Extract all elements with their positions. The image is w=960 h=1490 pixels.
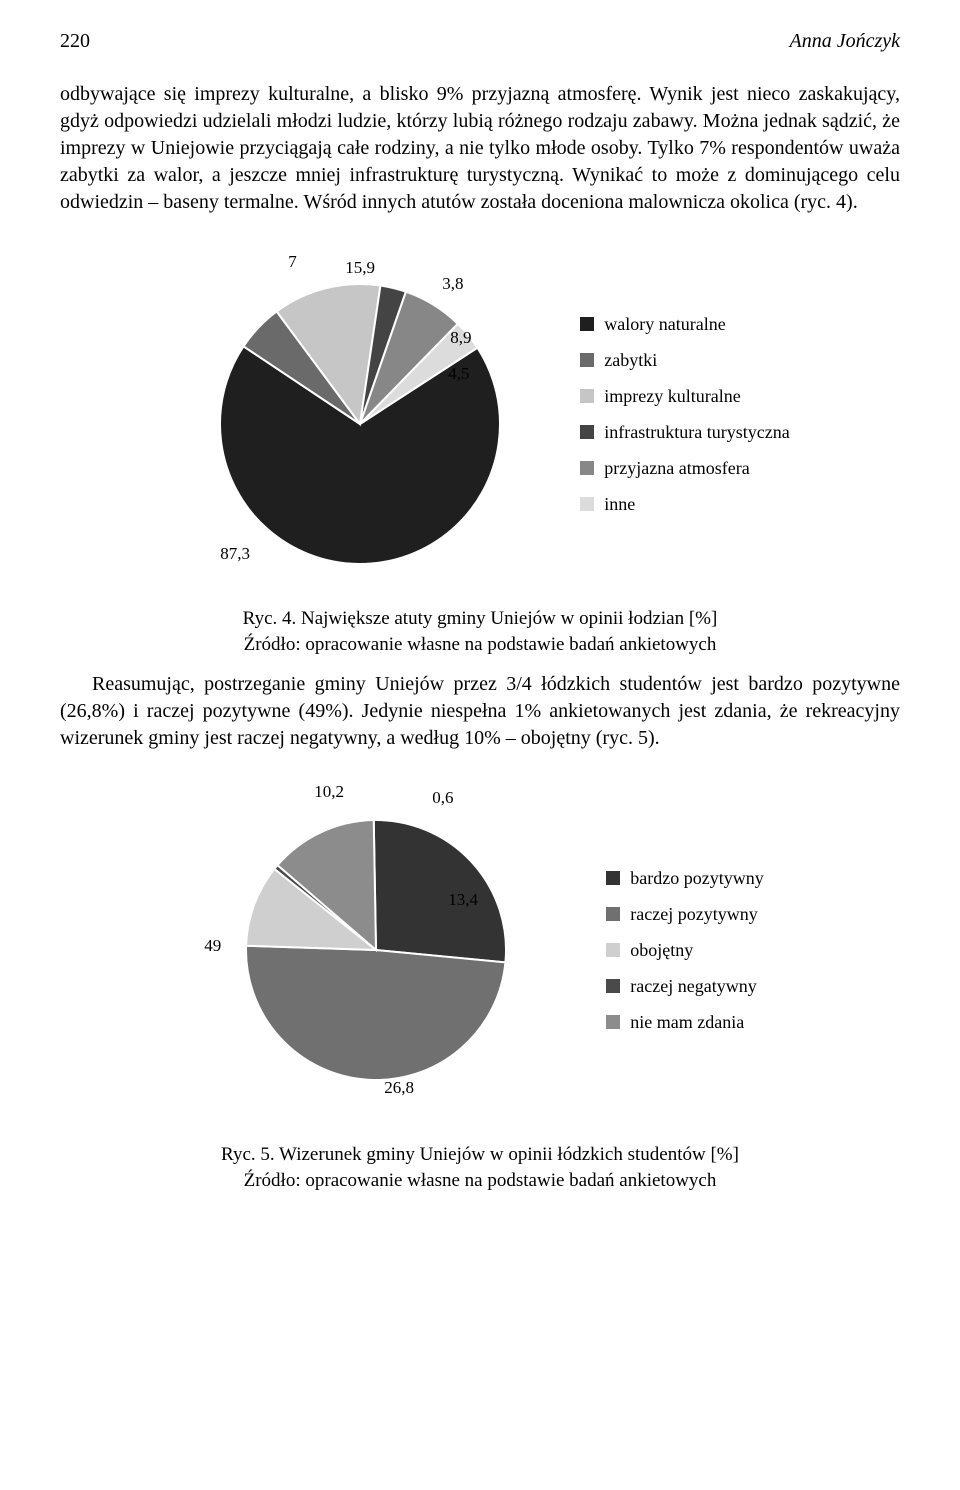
fig4-legend-label-0: walory naturalne — [604, 306, 725, 342]
figure-4-legend: walory naturalnezabytkiimprezy kulturaln… — [580, 306, 789, 522]
fig4-legend-swatch-1 — [580, 353, 594, 367]
figure-4-caption-title: Ryc. 4. Największe atuty gminy Uniejów w… — [243, 608, 718, 629]
figure-5-caption: Ryc. 5. Wizerunek gminy Uniejów w opinii… — [60, 1142, 900, 1193]
fig5-legend-label-3: raczej negatywny — [630, 968, 756, 1004]
figure-4-caption: Ryc. 4. Największe atuty gminy Uniejów w… — [60, 606, 900, 657]
fig5-datalabel-0: 26,8 — [384, 1078, 414, 1098]
figure-4: 87,3 7 15,9 3,8 8,9 4,5 walory naturalnezabyt… — [60, 244, 900, 657]
fig5-legend-swatch-1 — [606, 907, 620, 921]
fig4-legend-swatch-2 — [580, 389, 594, 403]
fig5-legend-swatch-4 — [606, 1015, 620, 1029]
running-header: 220 Anna Jończyk — [60, 30, 900, 53]
fig5-legend-item-0: bardzo pozytywny — [606, 860, 763, 896]
fig4-legend-item-3: infrastruktura turystyczna — [580, 414, 789, 450]
fig5-datalabel-2: 10,2 — [314, 782, 344, 802]
fig4-datalabel-5: 4,5 — [448, 364, 469, 384]
fig5-legend-item-3: raczej negatywny — [606, 968, 763, 1004]
fig4-legend-item-0: walory naturalne — [580, 306, 789, 342]
fig5-legend-item-1: raczej pozytywny — [606, 896, 763, 932]
fig5-legend-label-4: nie mam zdania — [630, 1004, 744, 1040]
fig5-legend-swatch-2 — [606, 943, 620, 957]
paragraph-1: odbywające się imprezy kulturalne, a bli… — [60, 81, 900, 216]
fig4-legend-swatch-5 — [580, 497, 594, 511]
fig5-legend-item-2: obojętny — [606, 932, 763, 968]
fig5-legend-item-4: nie mam zdania — [606, 1004, 763, 1040]
fig4-legend-swatch-4 — [580, 461, 594, 475]
fig4-datalabel-0: 87,3 — [220, 544, 250, 564]
fig5-legend-label-2: obojętny — [630, 932, 693, 968]
fig4-datalabel-2: 15,9 — [345, 258, 375, 278]
fig5-datalabel-1: 49 — [204, 936, 221, 956]
fig5-slice-1 — [246, 946, 505, 1080]
fig4-legend-item-4: przyjazna atmosfera — [580, 450, 789, 486]
page-number: 220 — [60, 30, 90, 53]
fig4-legend-label-4: przyjazna atmosfera — [604, 450, 749, 486]
author-name: Anna Jończyk — [789, 30, 900, 53]
fig5-legend-label-0: bardzo pozytywny — [630, 860, 763, 896]
fig5-legend-swatch-0 — [606, 871, 620, 885]
fig5-slice-0 — [374, 820, 506, 962]
page: 220 Anna Jończyk odbywające się imprezy … — [0, 0, 960, 1248]
figure-5: 26,84910,20,613,4 bardzo pozytywnyraczej… — [60, 780, 900, 1193]
fig4-legend-label-3: infrastruktura turystyczna — [604, 414, 789, 450]
fig5-legend-swatch-3 — [606, 979, 620, 993]
fig5-datalabel-4: 13,4 — [448, 890, 478, 910]
fig4-datalabel-3: 3,8 — [442, 274, 463, 294]
figure-5-row: 26,84910,20,613,4 bardzo pozytywnyraczej… — [60, 780, 900, 1120]
paragraph-2: Reasumując, postrzeganie gminy Uniejów p… — [60, 671, 900, 752]
body-text-2: Reasumując, postrzeganie gminy Uniejów p… — [60, 671, 900, 752]
fig4-datalabel-4: 8,9 — [450, 328, 471, 348]
fig5-legend-label-1: raczej pozytywny — [630, 896, 757, 932]
body-text-1: odbywające się imprezy kulturalne, a bli… — [60, 81, 900, 216]
fig4-legend-label-5: inne — [604, 486, 635, 522]
fig4-legend-swatch-3 — [580, 425, 594, 439]
fig4-legend-item-2: imprezy kulturalne — [580, 378, 789, 414]
fig4-legend-label-1: zabytki — [604, 342, 657, 378]
fig4-legend-swatch-0 — [580, 317, 594, 331]
figure-5-caption-source: Źródło: opracowanie własne na podstawie … — [244, 1170, 717, 1191]
figure-5-legend: bardzo pozytywnyraczej pozytywnyobojętny… — [606, 860, 763, 1040]
figure-4-caption-source: Źródło: opracowanie własne na podstawie … — [244, 634, 717, 655]
fig4-datalabel-1: 7 — [288, 252, 297, 272]
figure-5-pie: 26,8 49 10,2 0,6 13,4 — [196, 780, 576, 1120]
figure-4-pie: 87,3 7 15,9 3,8 8,9 4,5 — [170, 244, 550, 584]
figure-5-caption-title: Ryc. 5. Wizerunek gminy Uniejów w opinii… — [221, 1144, 739, 1165]
fig4-legend-label-2: imprezy kulturalne — [604, 378, 740, 414]
figure-4-row: 87,3 7 15,9 3,8 8,9 4,5 walory naturalnezabyt… — [60, 244, 900, 584]
fig4-legend-item-5: inne — [580, 486, 789, 522]
fig5-datalabel-3: 0,6 — [432, 788, 453, 808]
fig4-legend-item-1: zabytki — [580, 342, 789, 378]
